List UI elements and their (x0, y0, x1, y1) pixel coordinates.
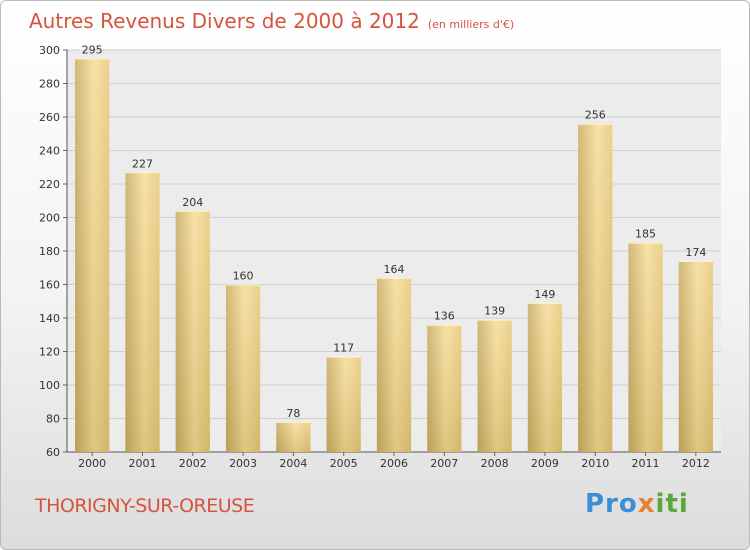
x-tick-label: 2011 (632, 457, 660, 470)
x-tick-label: 2004 (279, 457, 307, 470)
y-tick-label: 100 (39, 379, 60, 392)
bar-value-label: 185 (635, 228, 656, 241)
chart-title-text: Autres Revenus Divers de 2000 à 2012 (29, 9, 420, 33)
bar-value-label: 227 (132, 157, 153, 170)
bar-value-label: 204 (182, 196, 203, 209)
bar-shade (477, 319, 512, 452)
x-tick-label: 2009 (531, 457, 559, 470)
bar-shade (75, 58, 110, 452)
bar-value-label: 256 (585, 109, 606, 122)
bar-value-label: 136 (434, 310, 455, 323)
bar-shade (628, 242, 663, 452)
y-tick-label: 180 (39, 245, 60, 258)
chart-title: Autres Revenus Divers de 2000 à 2012 (en … (29, 9, 514, 33)
proxiti-logo: Proxiti (585, 489, 689, 519)
bar-shade (326, 356, 361, 452)
bar-value-label: 164 (384, 263, 405, 276)
x-tick-label: 2010 (581, 457, 609, 470)
y-tick-label: 280 (39, 78, 60, 91)
bar-value-label: 149 (534, 288, 555, 301)
bar-shade (125, 172, 160, 452)
y-tick-label: 160 (39, 279, 60, 292)
y-tick-label: 60 (46, 446, 60, 459)
x-tick-label: 2005 (330, 457, 358, 470)
bar-value-label: 78 (286, 407, 300, 420)
x-tick-label: 2002 (179, 457, 207, 470)
y-tick-label: 300 (39, 44, 60, 57)
bar-shade (427, 324, 462, 452)
y-tick-label: 260 (39, 111, 60, 124)
x-tick-label: 2006 (380, 457, 408, 470)
bar-value-label: 117 (333, 342, 354, 355)
x-tick-label: 2007 (430, 457, 458, 470)
bar-shade (578, 123, 613, 452)
y-tick-label: 220 (39, 178, 60, 191)
y-tick-label: 200 (39, 212, 60, 225)
bar-shade (527, 302, 563, 452)
x-tick-label: 2001 (128, 457, 156, 470)
y-tick-label: 80 (46, 413, 60, 426)
bar-value-label: 295 (82, 43, 103, 56)
bar-shade (175, 210, 210, 452)
x-tick-label: 2008 (481, 457, 509, 470)
bar-value-label: 174 (685, 246, 706, 259)
bar-shade (225, 284, 261, 452)
y-tick-label: 120 (39, 346, 60, 359)
x-tick-label: 2003 (229, 457, 257, 470)
y-tick-label: 240 (39, 145, 60, 158)
bar-shade (376, 277, 412, 452)
bar-shade (678, 261, 713, 452)
x-tick-label: 2012 (682, 457, 710, 470)
commune-name: THORIGNY-SUR-OREUSE (35, 495, 255, 517)
x-tick-label: 2000 (78, 457, 106, 470)
chart-title-unit: (en milliers d'€) (427, 18, 515, 31)
y-tick-label: 140 (39, 312, 60, 325)
bar-value-label: 160 (233, 270, 254, 283)
bar-value-label: 139 (484, 305, 505, 318)
bar-shade (276, 421, 311, 452)
